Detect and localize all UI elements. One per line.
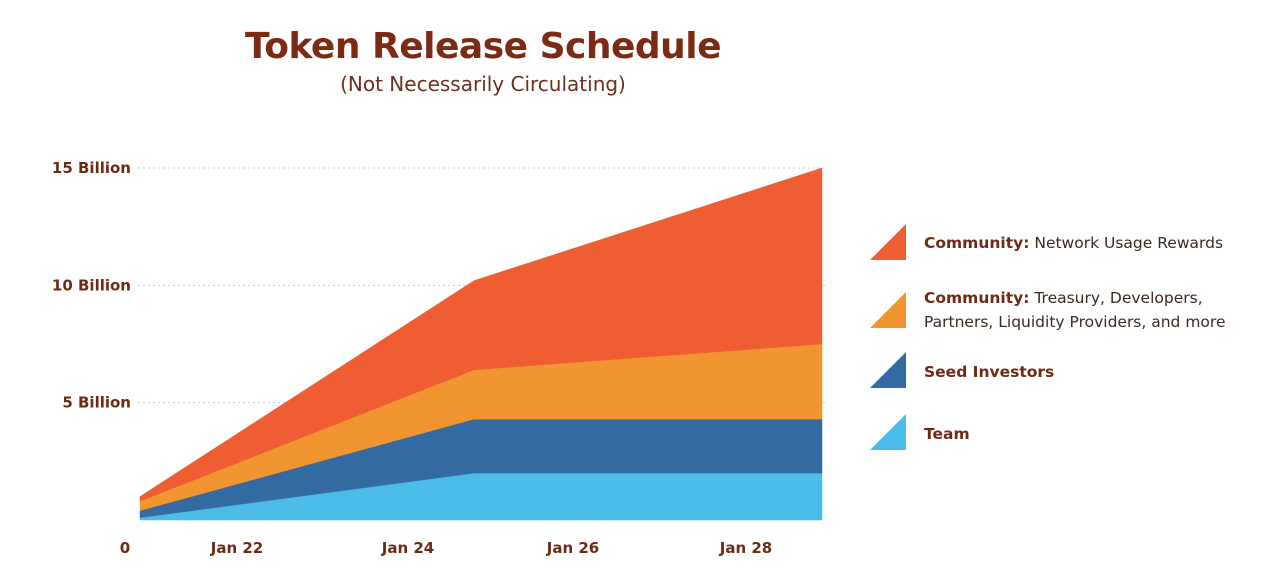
x-tick-label: Jan 22 bbox=[210, 539, 263, 557]
x-tick-label: Jan 28 bbox=[719, 539, 772, 557]
legend-swatch-team bbox=[870, 414, 906, 450]
chart-subtitle: (Not Necessarily Circulating) bbox=[340, 72, 626, 96]
legend-swatch-seed-investors bbox=[870, 352, 906, 388]
area-chart: 5 Billion 10 Billion 15 Billion 0 Jan 22 Jan … bbox=[52, 159, 826, 557]
legend-label-bold: Seed Investors bbox=[924, 363, 1055, 381]
x-tick-label: Jan 24 bbox=[381, 539, 434, 557]
x-tick-label: Jan 26 bbox=[546, 539, 599, 557]
legend-label-bold: Community: bbox=[924, 289, 1030, 307]
area-series-community-network-usage-rewards bbox=[139, 167, 823, 502]
y-tick-label: 5 Billion bbox=[62, 394, 131, 412]
legend-label-bold: Team bbox=[924, 425, 970, 443]
y-tick-label: 10 Billion bbox=[52, 276, 131, 294]
x-tick-label: 0 bbox=[120, 539, 130, 557]
legend-label: Treasury, Developers, Partners, Liquidit… bbox=[924, 289, 1226, 331]
legend-swatch-treasury bbox=[870, 292, 906, 328]
legend-label: Network Usage Rewards bbox=[1029, 234, 1224, 252]
chart-title: Token Release Schedule bbox=[244, 26, 722, 67]
legend-label-bold: Community: bbox=[924, 234, 1030, 252]
y-tick-label: 15 Billion bbox=[52, 159, 131, 177]
legend-swatch-network-usage-rewards bbox=[870, 224, 906, 260]
